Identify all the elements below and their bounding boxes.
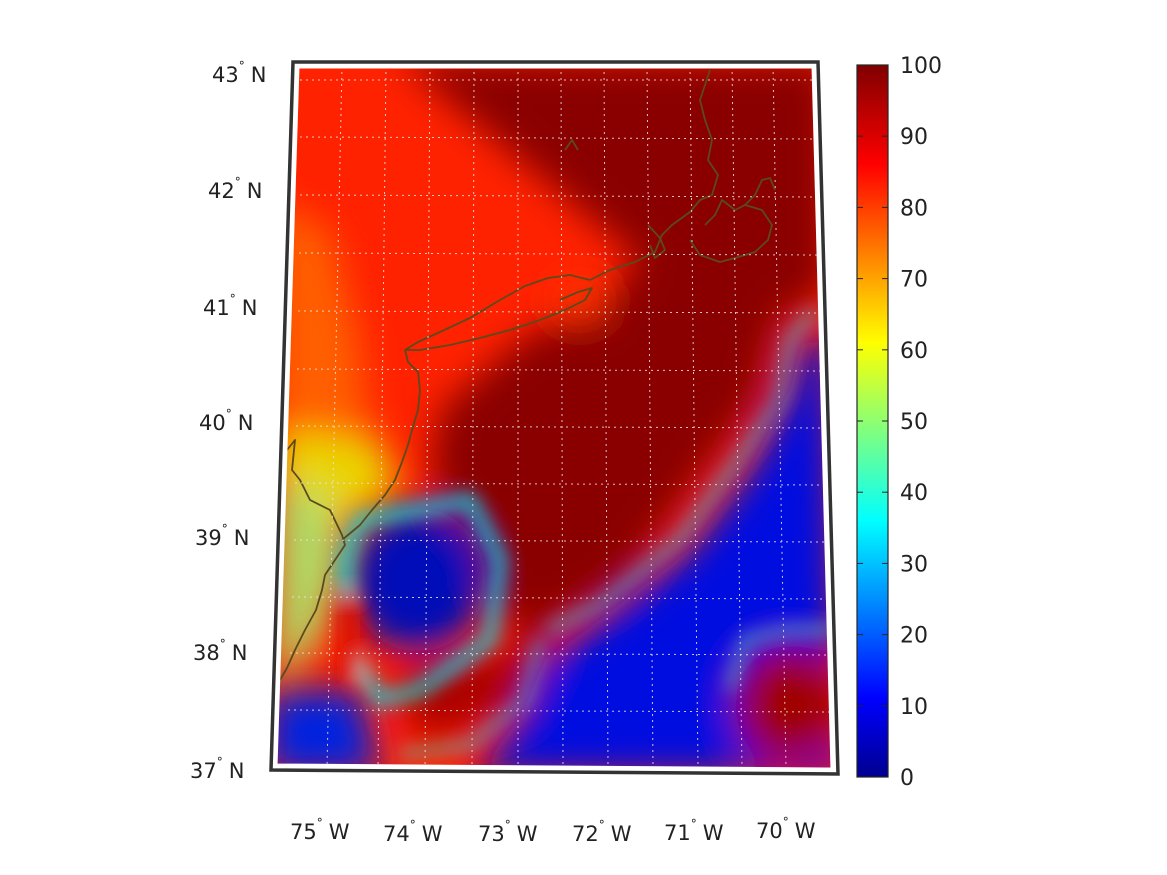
lat-label: 39° N [195,522,249,550]
colorbar-tick-label: 60 [900,339,928,364]
colorbar-tick-label: 70 [900,268,928,293]
lat-label: 40° N [199,407,253,435]
lat-label: 37° N [190,755,244,783]
colorbar-tick-label: 40 [900,481,928,506]
map-frame-outline [269,60,840,776]
lon-label: 70° W [756,815,816,843]
lon-label: 75° W [290,816,350,844]
graticule [287,66,833,769]
colorbar-tick-label: 100 [900,54,942,79]
colorbar-tick-label: 10 [900,695,928,720]
lat-label: 41° N [203,292,257,320]
colorbar-tick-label: 0 [900,766,914,791]
data-field [275,66,833,770]
colorbar-tick-label: 90 [900,125,928,150]
lat-label: 43° N [212,59,266,87]
lon-label: 74° W [383,818,443,846]
colorbar-tick-label: 20 [900,624,928,649]
map-frame [272,63,836,773]
colorbar-tick-label: 80 [900,196,928,221]
lon-label: 72° W [572,818,632,846]
lon-label: 71° W [664,817,724,845]
colorbar-tick-label: 50 [900,410,928,435]
lon-label: 73° W [478,818,538,846]
colorbar-tick-labels: 0 10 20 30 40 50 60 70 80 90 100 [900,54,942,791]
lat-label: 38° N [193,637,247,665]
colorbar-ticks [857,64,888,778]
longitude-labels: 75° W 74° W 73° W 72° W 71° W 70° W [290,815,816,846]
lat-label: 42° N [208,175,262,203]
colorbar-tick-label: 30 [900,552,928,577]
coastline [279,69,776,681]
latitude-labels: 37° N 38° N 39° N 40° N 41° N 42° N 43° N [190,59,266,783]
colorbar: 0 10 20 30 40 50 60 70 80 90 100 [856,54,942,791]
